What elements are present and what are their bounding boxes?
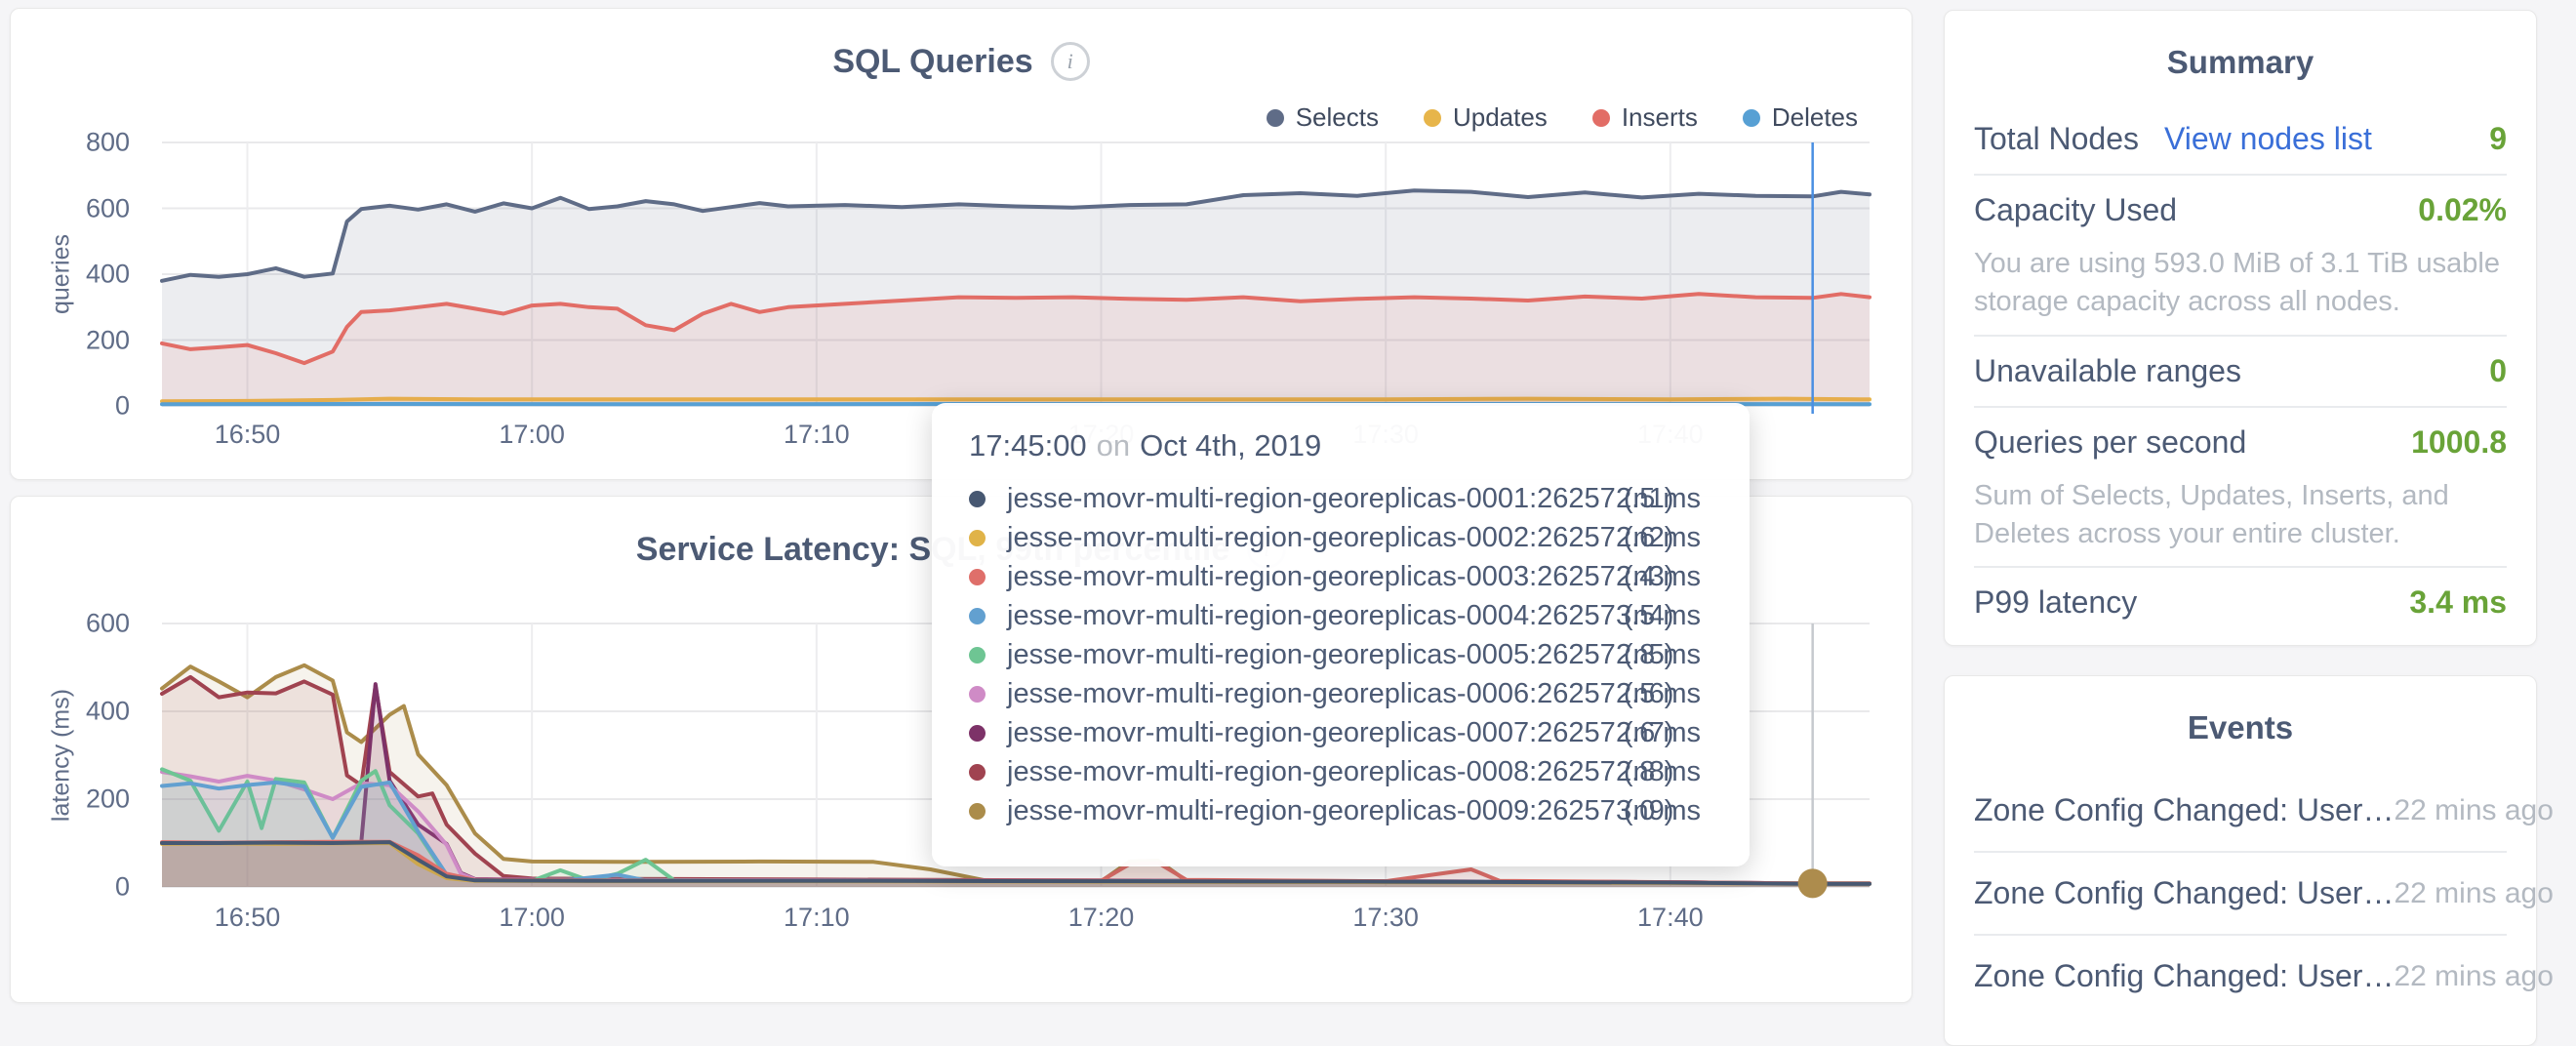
summary-row-capacity-used: Capacity Used 0.02% [1974,176,2507,245]
selects-dot-icon [1267,109,1284,127]
y-axis-tick: 400 [86,260,130,290]
deletes-dot-icon [1743,109,1760,127]
hover-point-marker [1798,868,1828,898]
y-axis-tick: 600 [86,609,130,639]
tooltip-row: jesse-movr-multi-region-georeplicas-0005… [969,635,1712,674]
x-axis-tick: 16:50 [215,420,281,450]
p99-latency-value: 3.4 ms [2409,584,2507,621]
y-axis-tick: 0 [115,391,130,422]
node-2-dot-icon [969,530,986,546]
view-nodes-list-link[interactable]: View nodes list [2164,121,2372,157]
y-axis-tick: 600 [86,193,130,223]
node-3-dot-icon [969,569,986,585]
unavailable-ranges-value: 0 [2489,353,2507,389]
x-axis-tick: 17:00 [499,903,565,933]
summary-panel: Summary Total Nodes View nodes list 9 Ca… [1944,10,2537,646]
event-time: 22 mins ago [2394,877,2553,910]
sql-queries-chart[interactable] [162,142,1870,406]
capacity-used-value: 0.02% [2418,192,2507,228]
tooltip-row: jesse-movr-multi-region-georeplicas-0001… [969,479,1712,518]
tooltip-row: jesse-movr-multi-region-georeplicas-0006… [969,674,1712,713]
updates-dot-icon [1424,109,1441,127]
info-icon[interactable]: i [1051,42,1090,81]
tooltip-row: jesse-movr-multi-region-georeplicas-0003… [969,557,1712,596]
events-panel: Events Zone Config Changed: User… 22 min… [1944,675,2537,1046]
y-axis-tick: 200 [86,784,130,815]
event-label[interactable]: Zone Config Changed: User… [1974,958,2394,994]
sql-chart-legend: Selects Updates Inserts Deletes [1267,102,1858,133]
cluster-dashboard: { "theme":{"slate":"#4c5a74","axis":"#5f… [0,0,2576,974]
summary-row-p99-latency: P99 latency 3.4 ms [1974,568,2507,637]
queries-per-second-description: Sum of Selects, Updates, Inserts, and De… [1974,477,2507,553]
inserts-series [162,294,1870,406]
tooltip-row: jesse-movr-multi-region-georeplicas-0008… [969,752,1712,791]
legend-item-inserts[interactable]: Inserts [1592,102,1698,133]
x-axis-tick: 16:50 [215,903,281,933]
event-time: 22 mins ago [2394,794,2553,827]
sql-queries-chart-title: SQL Queries [832,43,1032,81]
x-axis-tick: 17:20 [1068,903,1135,933]
summary-row-unavailable-ranges: Unavailable ranges 0 [1974,337,2507,406]
capacity-used-description: You are using 593.0 MiB of 3.1 TiB usabl… [1974,245,2507,321]
total-nodes-value: 9 [2489,121,2507,157]
tooltip-row: jesse-movr-multi-region-georeplicas-0004… [969,596,1712,635]
legend-item-selects[interactable]: Selects [1267,102,1379,133]
node-1-dot-icon [969,491,986,507]
x-axis-tick: 17:40 [1637,903,1704,933]
summary-title: Summary [1974,44,2507,81]
event-label[interactable]: Zone Config Changed: User… [1974,875,2394,911]
x-axis-tick: 17:10 [784,420,850,450]
event-row: Zone Config Changed: User… 22 mins ago [1974,853,2507,934]
summary-row-total-nodes: Total Nodes View nodes list 9 [1974,104,2507,174]
y-axis-tick: 0 [115,872,130,903]
event-row: Zone Config Changed: User… 22 mins ago [1974,936,2507,1017]
y-axis-tick: 200 [86,325,130,355]
node-4-dot-icon [969,608,986,624]
y-axis-tick: 400 [86,697,130,727]
x-axis-tick: 17:10 [784,903,850,933]
node-7-dot-icon [969,725,986,742]
node-6-dot-icon [969,686,986,703]
events-title: Events [1974,709,2507,746]
y-axis-tick: 800 [86,128,130,158]
x-axis-tick: 17:00 [499,420,565,450]
tooltip-row: jesse-movr-multi-region-georeplicas-0007… [969,713,1712,752]
tooltip-row: jesse-movr-multi-region-georeplicas-0002… [969,518,1712,557]
latency-x-axis-ticks: 16:50 17:00 17:10 17:20 17:30 17:40 [162,903,1870,942]
tooltip-row: jesse-movr-multi-region-georeplicas-0009… [969,791,1712,830]
node-5-dot-icon [969,647,986,664]
node-9-dot-icon [969,803,986,820]
queries-per-second-value: 1000.8 [2411,424,2507,461]
event-label[interactable]: Zone Config Changed: User… [1974,792,2394,828]
legend-item-deletes[interactable]: Deletes [1743,102,1858,133]
x-axis-tick: 17:30 [1352,903,1419,933]
node-8-dot-icon [969,764,986,781]
summary-row-queries-per-second: Queries per second 1000.8 [1974,408,2507,477]
event-row: Zone Config Changed: User… 22 mins ago [1974,770,2507,851]
legend-item-updates[interactable]: Updates [1424,102,1548,133]
inserts-dot-icon [1592,109,1610,127]
event-time: 22 mins ago [2394,960,2553,993]
